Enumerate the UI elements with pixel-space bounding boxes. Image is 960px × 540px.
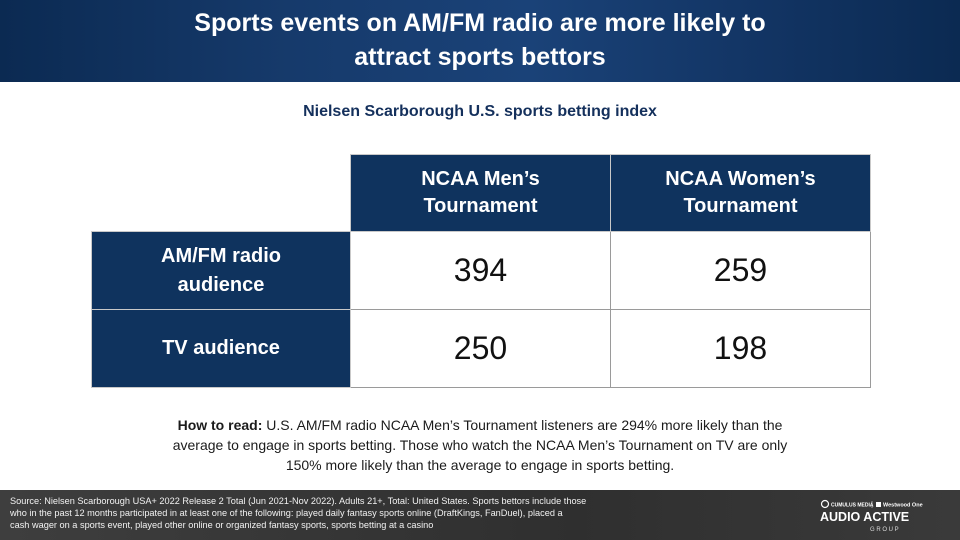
how-to-read-note: How to read: U.S. AM/FM radio NCAA Men’s… — [80, 415, 880, 475]
column-header-line: Tournament — [423, 195, 538, 217]
value-cell-tv-womens: 198 — [610, 309, 871, 388]
column-header-ncaa-womens: NCAA Women’s Tournament — [610, 154, 871, 232]
audio-active-group-logo: CUMULUS MEDIA Westwood One AUDIO ACTIVE … — [820, 499, 923, 533]
brand-top-right: Westwood One — [883, 503, 923, 509]
source-line-1: Source: Nielsen Scarborough USA+ 2022 Re… — [10, 496, 587, 506]
row-header-line: TV audience — [162, 337, 280, 359]
row-header-line: AM/FM radio — [161, 244, 281, 267]
source-line-2: who in the past 12 months participated i… — [10, 508, 563, 518]
table-corner-cell — [91, 154, 351, 232]
table-header-row: NCAA Men’s Tournament NCAA Women’s Tourn… — [91, 154, 871, 232]
how-to-read-line-2: average to engage in sports betting. Tho… — [172, 437, 788, 453]
source-line-3: cash wager on a sports event, played oth… — [10, 520, 434, 530]
column-header-line: NCAA Women’s — [665, 168, 816, 190]
value-cell-tv-mens: 250 — [350, 309, 611, 388]
row-header-amfm-radio-audience: AM/FM radio audience — [91, 231, 351, 310]
column-header-ncaa-mens: NCAA Men’s Tournament — [350, 154, 611, 232]
value-cell-radio-womens: 259 — [610, 231, 871, 310]
footer-bar: Source: Nielsen Scarborough USA+ 2022 Re… — [0, 490, 960, 540]
how-to-read-line-1: How to read: U.S. AM/FM radio NCAA Men’s… — [80, 415, 880, 435]
row-header-tv-audience: TV audience — [91, 309, 351, 388]
value-cell-radio-mens: 394 — [350, 231, 611, 310]
source-note: Source: Nielsen Scarborough USA+ 2022 Re… — [10, 495, 780, 531]
brand-sub: G R O U P — [870, 527, 899, 533]
cumulus-logo-icon — [820, 499, 830, 509]
page-title: Sports events on AM/FM radio are more li… — [100, 6, 860, 74]
how-to-read-label: How to read: — [177, 417, 263, 433]
page-title-line-1: Sports events on AM/FM radio are more li… — [194, 9, 766, 37]
table-row-amfm-radio: AM/FM radio audience 394 259 — [91, 231, 871, 310]
column-header-line: Tournament — [683, 195, 798, 217]
westwood-one-logo-icon — [876, 502, 881, 507]
betting-index-table: NCAA Men’s Tournament NCAA Women’s Tourn… — [91, 154, 871, 388]
column-header-line: NCAA Men’s — [421, 168, 540, 190]
brand-main: AUDIO ACTIVE — [820, 510, 909, 524]
table-title: Nielsen Scarborough U.S. sports betting … — [303, 103, 657, 120]
page-title-line-2: attract sports bettors — [354, 43, 606, 71]
how-to-read-line-3: 150% more likely than the average to eng… — [285, 457, 675, 473]
table-row-tv: TV audience 250 198 — [91, 309, 871, 388]
row-header-line: audience — [177, 273, 265, 296]
brand-top-left: CUMULUS MEDIA — [831, 503, 874, 509]
title-banner: Sports events on AM/FM radio are more li… — [0, 0, 960, 82]
how-to-read-text: U.S. AM/FM radio NCAA Men’s Tournament l… — [262, 417, 783, 433]
